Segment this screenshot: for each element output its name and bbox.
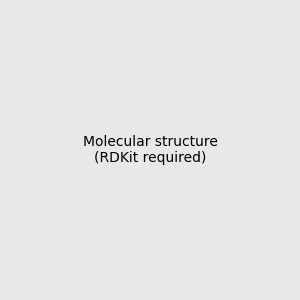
Text: Molecular structure
(RDKit required): Molecular structure (RDKit required) bbox=[82, 135, 218, 165]
